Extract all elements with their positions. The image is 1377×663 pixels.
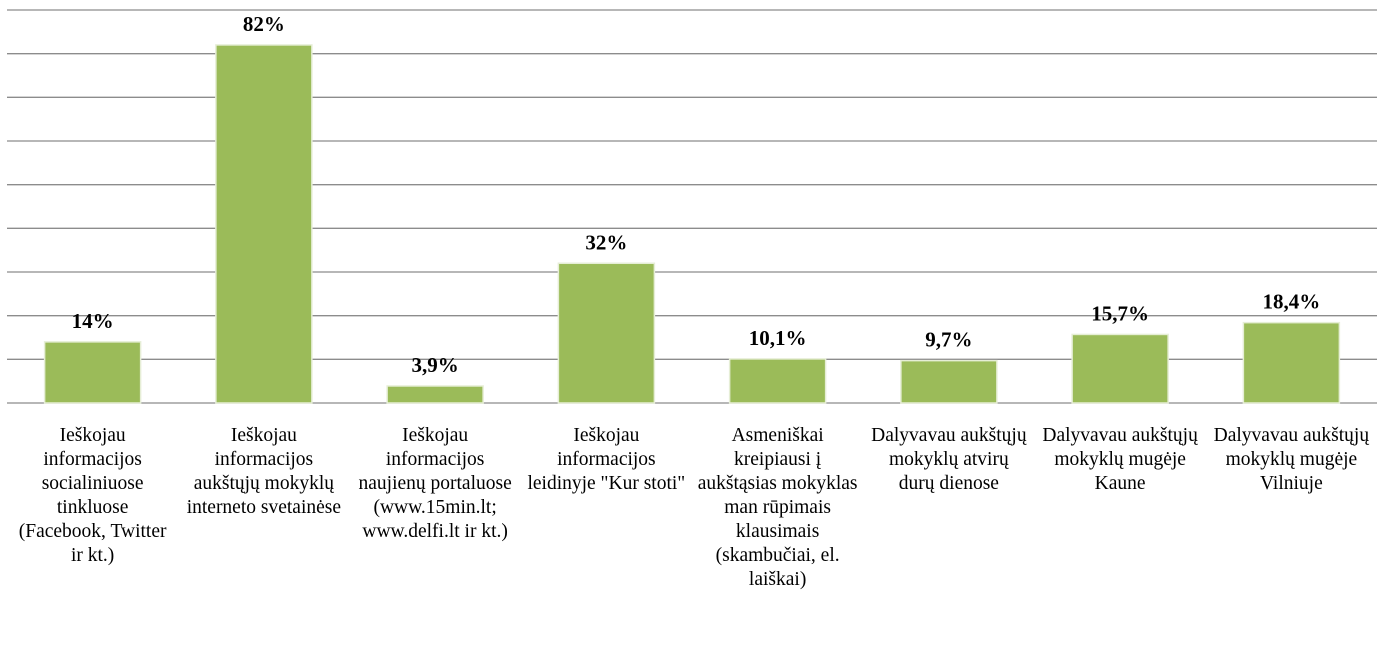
- x-tick-label: Dalyvavau aukštųjų mokyklų mugėje Vilniu…: [1213, 425, 1370, 494]
- bar: [1071, 333, 1169, 404]
- x-tick-label: Asmeniškai kreipiausi į aukštąsias mokyk…: [697, 425, 858, 590]
- value-label: 32%: [585, 230, 627, 254]
- x-tick-label: Dalyvavau aukštųjų mokyklų atvirų durų d…: [871, 425, 1027, 494]
- x-tick-label: Ieškojau informacijos naujienų portaluos…: [358, 425, 512, 542]
- value-label: 18,4%: [1263, 290, 1321, 314]
- value-label: 9,7%: [925, 328, 972, 352]
- x-tick-label: Ieškojau informacijos leidinyje "Kur sto…: [527, 425, 686, 494]
- value-label: 14%: [72, 309, 114, 333]
- x-tick-label: Ieškojau informacijos socialiniuose tink…: [18, 425, 167, 566]
- bar: [386, 385, 484, 404]
- bar: [215, 44, 313, 404]
- bar: [557, 262, 656, 404]
- bar: [1242, 321, 1341, 404]
- x-tick-label: Ieškojau informacijos aukštųjų mokyklų i…: [186, 425, 342, 518]
- value-label: 10,1%: [749, 326, 807, 350]
- value-label: 15,7%: [1091, 301, 1149, 325]
- x-tick-label: Dalyvavau aukštųjų mokyklų mugėje Kaune: [1042, 425, 1198, 494]
- value-label: 82%: [243, 12, 285, 36]
- bar: [728, 358, 827, 404]
- bar: [43, 341, 142, 404]
- value-label: 3,9%: [412, 353, 459, 377]
- bar: [900, 359, 998, 404]
